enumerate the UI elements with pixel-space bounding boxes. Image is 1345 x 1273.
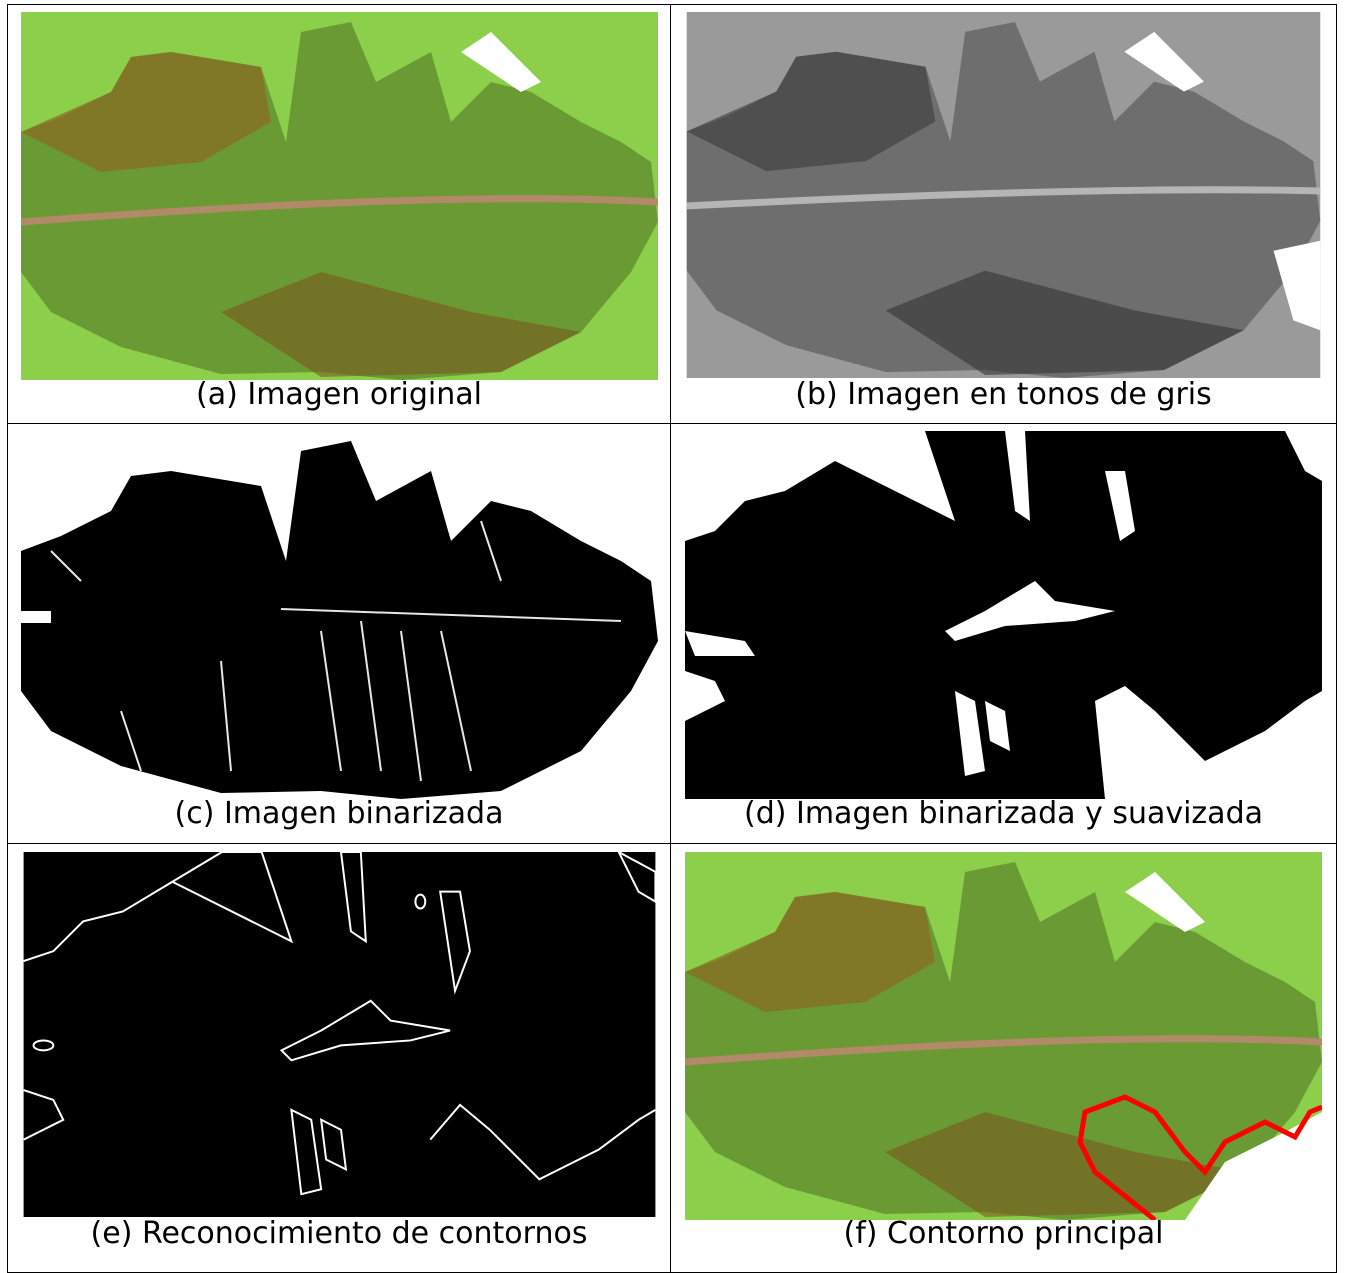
image-main-contour	[685, 852, 1322, 1220]
cell-d: (d) Imagen binarizada y suavizada	[670, 423, 1337, 844]
caption: (b) Imagen en tonos de gris	[671, 377, 1336, 412]
cell-f: (f) Contorno principal	[670, 843, 1337, 1273]
caption: (e) Reconocimiento de contornos	[8, 1216, 670, 1251]
cell-b: (b) Imagen en tonos de gris	[670, 4, 1337, 424]
caption: (a) Imagen original	[8, 377, 670, 412]
caption: (c) Imagen binarizada	[8, 796, 670, 831]
image-gray	[685, 12, 1322, 378]
cell-c: (c) Imagen binarizada	[7, 423, 671, 844]
page: (a) Imagen original (b) Imagen en tonos …	[0, 0, 1345, 1261]
image-smoothed	[685, 431, 1322, 799]
caption: (f) Contorno principal	[671, 1216, 1336, 1251]
caption: (d) Imagen binarizada y suavizada	[671, 796, 1336, 831]
image-contours	[21, 852, 658, 1217]
cell-a: (a) Imagen original	[7, 4, 671, 424]
cell-e: (e) Reconocimiento de contornos	[7, 843, 671, 1273]
image-original	[21, 12, 658, 380]
image-binary	[21, 431, 658, 799]
